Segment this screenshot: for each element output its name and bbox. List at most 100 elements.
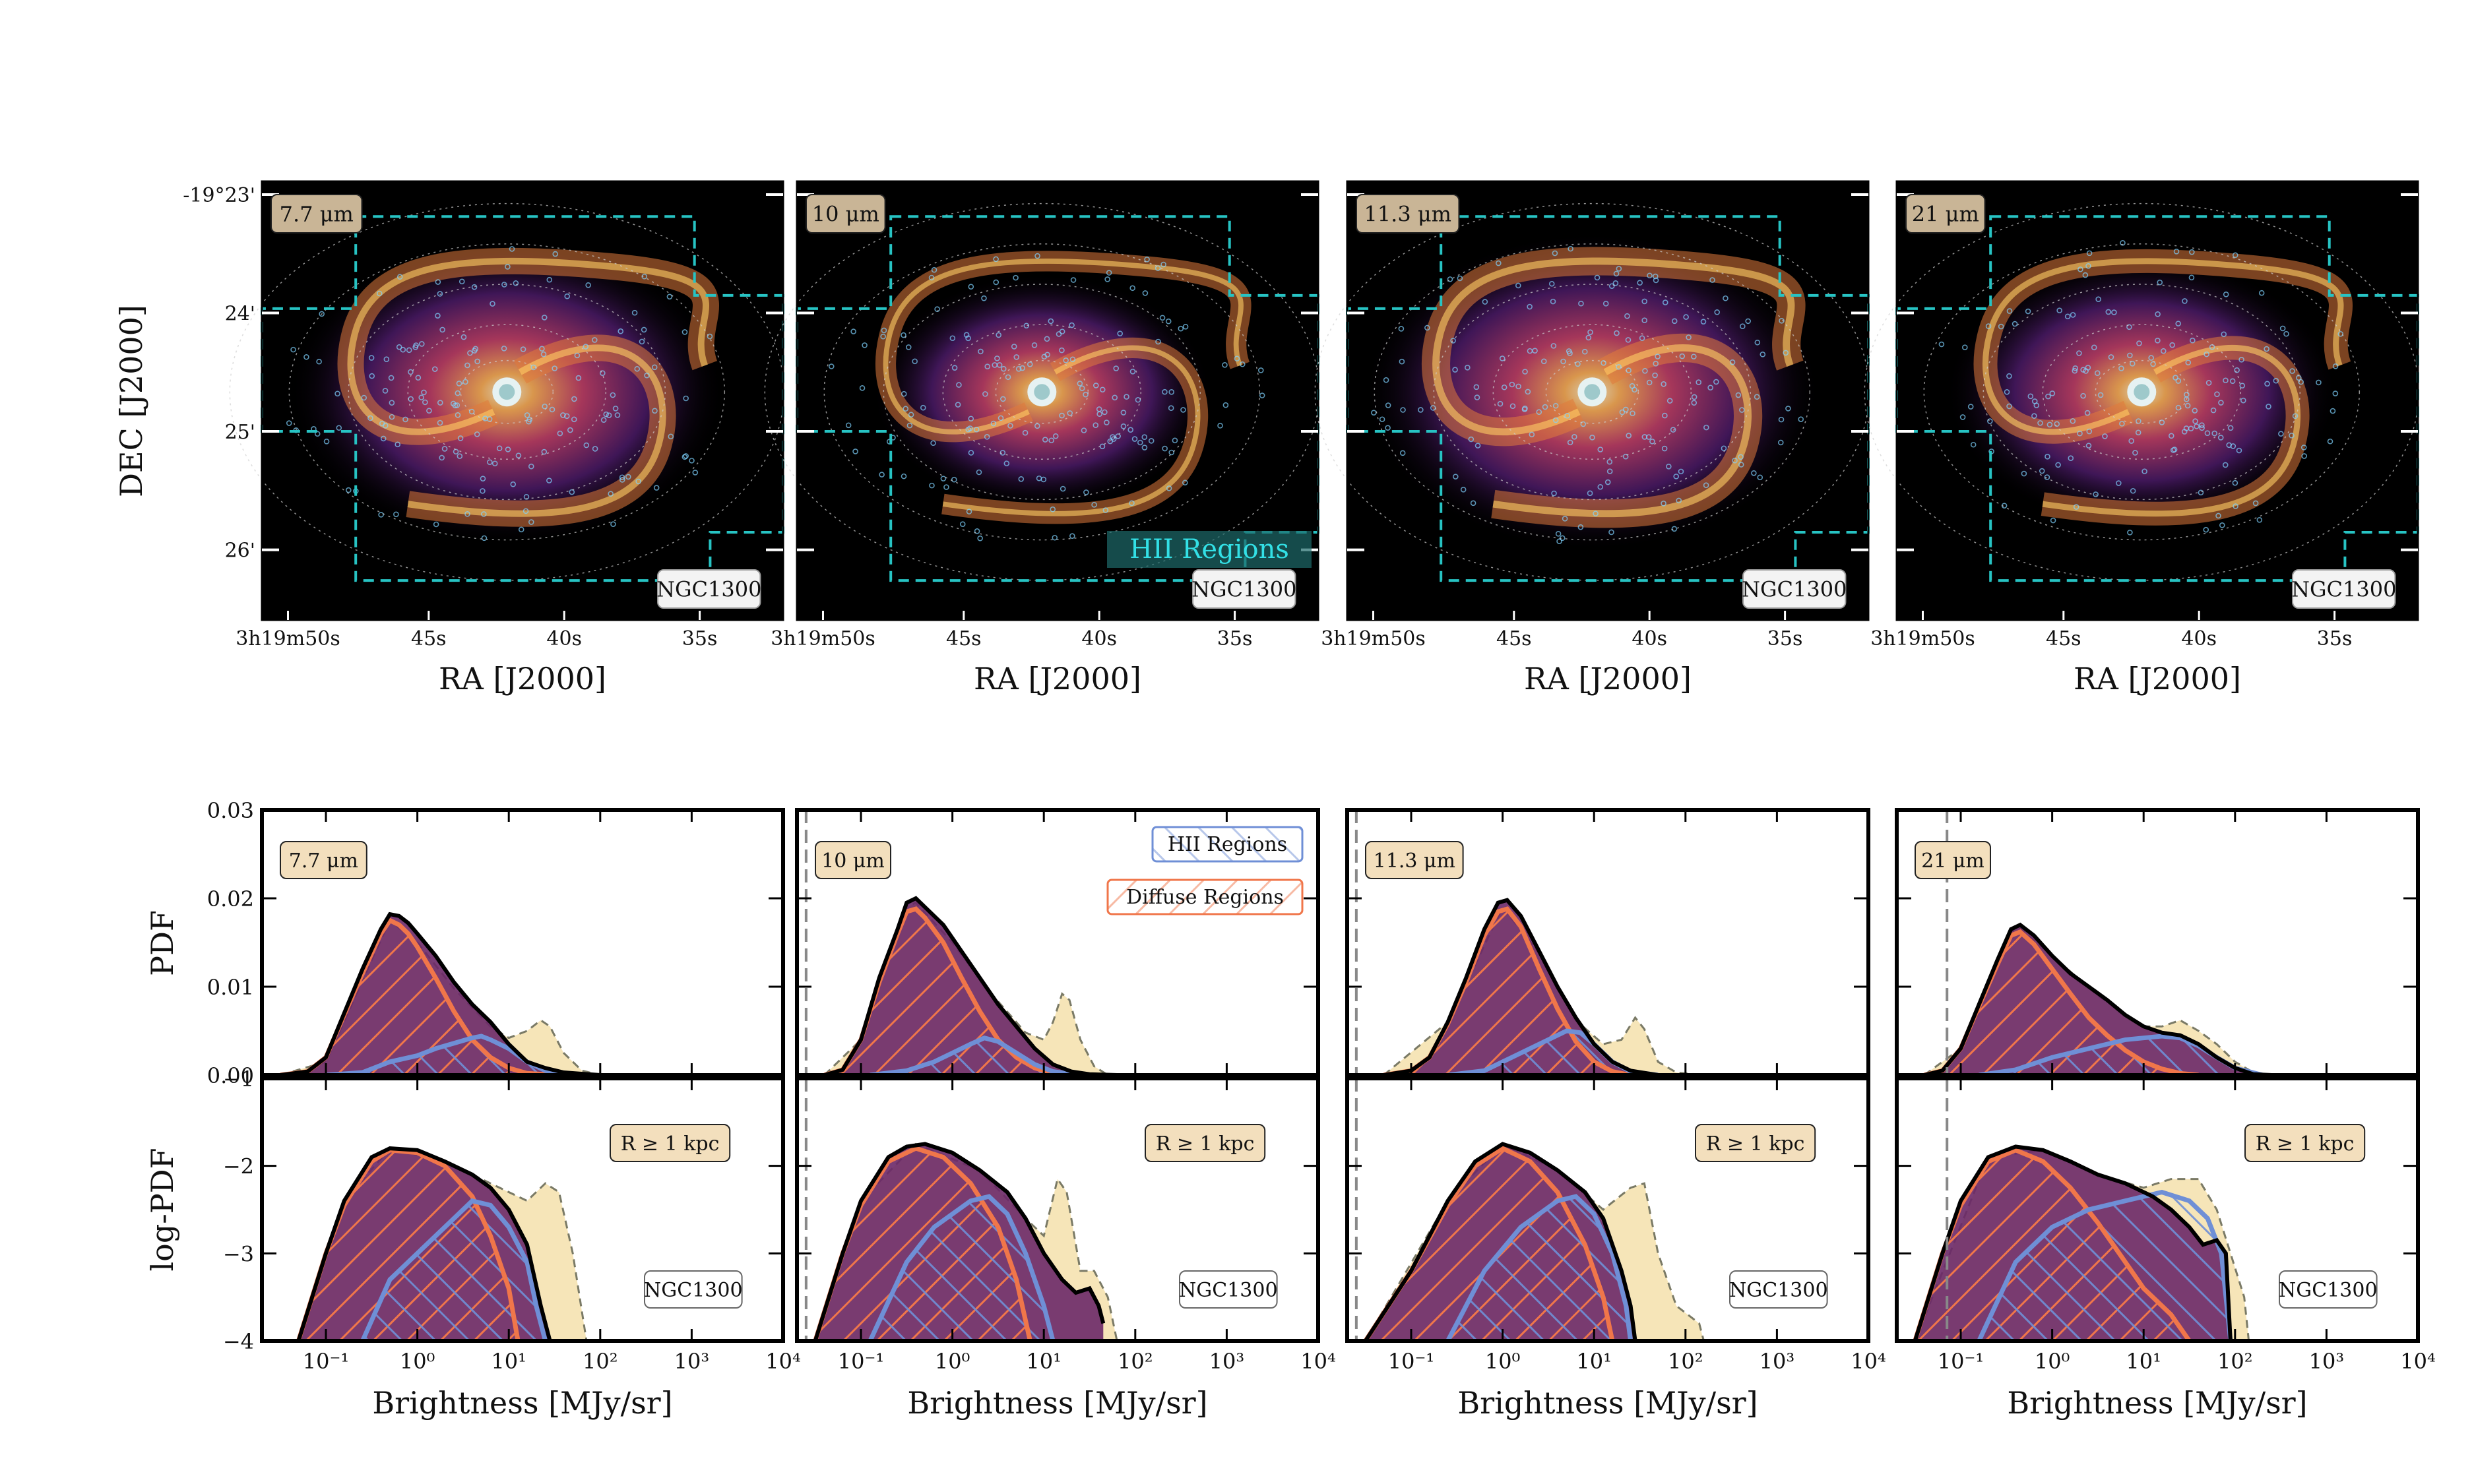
radius-contour <box>2042 324 2242 460</box>
hii-region-marker <box>1757 474 1763 481</box>
hii-region-marker <box>1093 422 1099 428</box>
hii-region-marker <box>1496 260 1502 266</box>
hii-region-marker <box>1700 319 1707 325</box>
hii-region-marker <box>564 293 571 299</box>
hii-region-marker <box>563 413 570 419</box>
series-total-line <box>1913 1144 2233 1341</box>
ra-axis-label: RA [J2000] <box>2074 661 2241 696</box>
hii-region-marker <box>456 381 462 386</box>
hii-region-marker <box>1568 245 1573 252</box>
logpdf-ytick-label: −4 <box>223 1329 254 1354</box>
series-hii-line <box>360 1198 548 1341</box>
hii-region-marker <box>1555 531 1562 537</box>
hii-region-marker <box>575 375 582 381</box>
map-band-label-text: 10 μm <box>812 202 879 227</box>
hii-region-marker <box>1052 534 1058 541</box>
hii-region-marker <box>1003 460 1010 466</box>
xtick-label: 10³ <box>674 1349 710 1374</box>
logpdf-panel: R ≥ 1 kpc NGC1300 <box>1345 1076 1870 1343</box>
hii-region-marker <box>2252 500 2259 507</box>
hii-region-marker <box>1760 351 1766 357</box>
hii-region-marker <box>2072 367 2078 374</box>
logpdf-galaxy-label: NGC1300 <box>1729 1270 1828 1309</box>
hii-region-marker <box>2173 249 2180 255</box>
ra-tick-label: 40s <box>1081 627 1117 650</box>
hii-region-marker <box>369 373 375 379</box>
map-galaxy-label-box <box>2292 569 2396 609</box>
hii-region-marker <box>2203 526 2209 533</box>
hii-region-marker <box>2012 321 2018 327</box>
hii-region-marker <box>2093 491 2099 497</box>
pdf-band-label-text: 21 μm <box>1921 850 1984 873</box>
hii-region-marker <box>1626 433 1632 439</box>
panel-1: 7.7 μm NGC1300 3h19m50s 45s 40s 35s RA [J2000]… <box>183 180 801 1421</box>
dec-tick-label: 24' <box>225 303 255 326</box>
hii-region-marker <box>592 337 598 343</box>
logpdf-radius-label-text: R ≥ 1 kpc <box>1706 1132 1805 1156</box>
hii-region-marker <box>1048 437 1054 444</box>
hii-region-marker <box>1521 406 1528 412</box>
logpdf-axis-label: log-PDF <box>144 1148 180 1271</box>
hii-region-marker <box>928 274 935 281</box>
hii-region-marker <box>610 392 616 398</box>
hii-region-marker <box>981 295 987 301</box>
hii-region-marker <box>1630 410 1635 417</box>
hii-region-marker <box>1141 445 1148 450</box>
hii-region-marker <box>2238 356 2244 363</box>
hii-region-marker <box>2214 391 2220 398</box>
hii-region-marker <box>2078 266 2083 272</box>
hii-region-marker <box>2102 433 2108 439</box>
hii-region-marker <box>973 427 980 433</box>
hii-region-marker <box>1060 485 1066 492</box>
hii-region-marker <box>1515 383 1521 390</box>
hii-region-marker <box>901 332 906 338</box>
hii-region-marker <box>2095 296 2101 302</box>
hii-region-marker <box>1135 396 1141 403</box>
hii-region-marker <box>1527 303 1533 310</box>
hii-region-marker <box>1653 277 1659 284</box>
hii-region-marker <box>2332 390 2339 396</box>
hii-region-marker <box>367 415 373 421</box>
hii-region-marker <box>1670 427 1676 433</box>
hii-region-marker <box>1385 402 1391 408</box>
hii-region-marker <box>453 448 459 455</box>
hii-region-marker <box>1548 280 1555 287</box>
logpdf-radius-label-text: R ≥ 1 kpc <box>2256 1132 2355 1156</box>
hii-region-marker <box>1383 377 1389 383</box>
hii-region-marker <box>1652 372 1658 379</box>
hii-region-marker <box>1606 468 1613 474</box>
hii-region-marker <box>850 328 856 334</box>
hii-region-marker <box>644 372 650 379</box>
hii-region-marker <box>1379 416 1385 423</box>
hii-region-marker <box>2205 380 2212 386</box>
hii-region-marker <box>905 344 912 350</box>
hii-region-marker <box>879 472 885 478</box>
hii-region-marker <box>2076 350 2082 356</box>
logpdf-radius-label-text: R ≥ 1 kpc <box>621 1132 720 1156</box>
hii-region-marker <box>1564 413 1570 419</box>
series-hii-line <box>870 1036 1081 1075</box>
hii-region-marker <box>515 452 522 458</box>
pdf-band-label: 11.3 μm <box>1365 841 1464 879</box>
hii-region-marker <box>2120 239 2126 246</box>
hii-region-marker <box>1465 365 1471 371</box>
hii-region-marker <box>388 375 395 381</box>
xtick-label: 10² <box>1118 1349 1153 1374</box>
hii-region-marker <box>1159 315 1166 321</box>
hii-region-marker <box>1550 298 1556 305</box>
hii-region-marker <box>1671 318 1678 325</box>
hii-region-marker <box>1501 384 1507 390</box>
hii-region-marker <box>1102 507 1109 513</box>
pdf-band-label: 21 μm <box>1915 841 1991 879</box>
hii-region-marker <box>956 382 962 388</box>
pdf-band-label: 10 μm <box>815 841 891 879</box>
hii-region-marker <box>567 427 573 433</box>
hii-region-marker <box>1022 429 1029 436</box>
hii-region-marker <box>1083 489 1089 495</box>
xtick-label: 10¹ <box>491 1349 526 1374</box>
hii-region-marker <box>2240 397 2246 404</box>
map-band-label-box <box>270 194 363 233</box>
hii-region-marker <box>2080 367 2086 373</box>
xtick-label: 10⁴ <box>765 1349 801 1374</box>
legend-label: Diffuse Regions <box>1126 886 1284 909</box>
